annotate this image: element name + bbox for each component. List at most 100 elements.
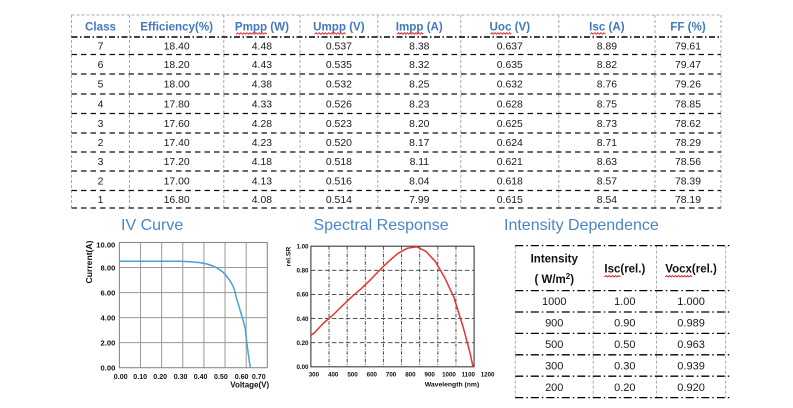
svg-text:( W/m2): ( W/m2) bbox=[534, 272, 574, 286]
svg-text:0.60: 0.60 bbox=[235, 373, 249, 381]
svg-text:4.18: 4.18 bbox=[252, 157, 272, 168]
svg-text:0.615: 0.615 bbox=[497, 195, 523, 206]
svg-text:0.632: 0.632 bbox=[497, 80, 523, 91]
svg-text:8.25: 8.25 bbox=[409, 80, 429, 91]
svg-text:17.40: 17.40 bbox=[164, 138, 190, 149]
svg-text:17.80: 17.80 bbox=[164, 99, 190, 110]
svg-text:3: 3 bbox=[98, 157, 104, 168]
svg-text:0.00: 0.00 bbox=[101, 364, 116, 373]
svg-text:Wavelength (nm): Wavelength (nm) bbox=[425, 381, 480, 388]
svg-text:0.989: 0.989 bbox=[677, 318, 705, 330]
svg-text:0.624: 0.624 bbox=[497, 138, 523, 149]
svg-text:4.33: 4.33 bbox=[252, 99, 272, 110]
svg-text:0.625: 0.625 bbox=[497, 119, 523, 130]
svg-text:4.08: 4.08 bbox=[252, 195, 272, 206]
svg-text:0.20: 0.20 bbox=[614, 382, 635, 394]
svg-text:2: 2 bbox=[98, 176, 104, 187]
svg-text:8.11: 8.11 bbox=[410, 157, 430, 168]
svg-text:500: 500 bbox=[545, 339, 563, 351]
svg-text:Spectral Response: Spectral Response bbox=[314, 217, 449, 234]
svg-text:4.28: 4.28 bbox=[252, 119, 272, 130]
svg-text:0.523: 0.523 bbox=[326, 119, 352, 130]
svg-text:rel.SR: rel.SR bbox=[286, 247, 293, 267]
svg-text:Intensity: Intensity bbox=[531, 254, 579, 266]
svg-text:8.82: 8.82 bbox=[597, 60, 617, 71]
svg-text:8.57: 8.57 bbox=[597, 176, 617, 187]
svg-text:4.48: 4.48 bbox=[252, 41, 272, 52]
svg-text:Class: Class bbox=[85, 21, 116, 34]
svg-text:8.04: 8.04 bbox=[409, 176, 429, 187]
svg-text:0.621: 0.621 bbox=[497, 157, 523, 168]
svg-text:1.00: 1.00 bbox=[296, 243, 309, 250]
svg-text:10.00: 10.00 bbox=[96, 240, 115, 249]
svg-text:Isc(rel.): Isc(rel.) bbox=[604, 264, 645, 276]
svg-text:1100: 1100 bbox=[462, 372, 476, 379]
svg-text:Pmpp (W): Pmpp (W) bbox=[235, 21, 289, 34]
svg-text:17.20: 17.20 bbox=[164, 157, 190, 168]
svg-text:500: 500 bbox=[347, 372, 358, 379]
svg-text:4.23: 4.23 bbox=[252, 138, 272, 149]
svg-text:1: 1 bbox=[98, 195, 104, 206]
svg-text:Intensity Dependence: Intensity Dependence bbox=[504, 217, 659, 234]
svg-text:7: 7 bbox=[98, 41, 104, 52]
svg-text:0.20: 0.20 bbox=[296, 340, 309, 347]
svg-text:0.618: 0.618 bbox=[497, 176, 523, 187]
svg-text:Current(A): Current(A) bbox=[84, 240, 94, 283]
svg-text:3: 3 bbox=[98, 119, 104, 130]
svg-text:700: 700 bbox=[386, 372, 397, 379]
svg-text:8.32: 8.32 bbox=[409, 60, 429, 71]
svg-text:8.71: 8.71 bbox=[597, 138, 617, 149]
svg-text:0.532: 0.532 bbox=[326, 80, 352, 91]
svg-text:Umpp (V): Umpp (V) bbox=[313, 21, 365, 34]
svg-text:4.43: 4.43 bbox=[252, 60, 272, 71]
svg-text:600: 600 bbox=[367, 372, 378, 379]
svg-text:16.80: 16.80 bbox=[164, 195, 190, 206]
svg-text:17.00: 17.00 bbox=[164, 176, 190, 187]
svg-text:8.75: 8.75 bbox=[597, 99, 617, 110]
svg-text:1.00: 1.00 bbox=[614, 296, 635, 308]
svg-text:6.00: 6.00 bbox=[101, 288, 116, 297]
svg-text:FF (%): FF (%) bbox=[670, 21, 706, 34]
svg-text:78.19: 78.19 bbox=[675, 195, 701, 206]
svg-text:Uoc (V): Uoc (V) bbox=[490, 21, 531, 34]
svg-text:79.26: 79.26 bbox=[675, 80, 701, 91]
svg-text:78.62: 78.62 bbox=[675, 119, 701, 130]
svg-text:6: 6 bbox=[98, 60, 104, 71]
svg-text:78.85: 78.85 bbox=[675, 99, 701, 110]
svg-text:Isc (A): Isc (A) bbox=[589, 21, 625, 34]
svg-text:78.29: 78.29 bbox=[675, 138, 701, 149]
svg-text:Voltage(V): Voltage(V) bbox=[230, 380, 269, 389]
svg-text:0.30: 0.30 bbox=[614, 360, 635, 372]
svg-text:0.939: 0.939 bbox=[677, 360, 705, 372]
svg-text:17.60: 17.60 bbox=[164, 119, 190, 130]
svg-text:7.99: 7.99 bbox=[409, 195, 429, 206]
svg-text:4.38: 4.38 bbox=[252, 80, 272, 91]
svg-text:Vocx(rel.): Vocx(rel.) bbox=[665, 264, 717, 276]
svg-text:0.90: 0.90 bbox=[614, 318, 635, 330]
svg-text:0.637: 0.637 bbox=[497, 41, 523, 52]
svg-text:Impp (A): Impp (A) bbox=[396, 21, 443, 34]
svg-text:900: 900 bbox=[545, 318, 563, 330]
svg-text:0.535: 0.535 bbox=[326, 60, 352, 71]
svg-text:8.89: 8.89 bbox=[597, 41, 617, 52]
svg-text:1.000: 1.000 bbox=[677, 296, 705, 308]
svg-text:5: 5 bbox=[98, 80, 104, 91]
svg-text:8.23: 8.23 bbox=[409, 99, 429, 110]
svg-text:4: 4 bbox=[98, 99, 104, 110]
svg-text:0.10: 0.10 bbox=[133, 373, 147, 381]
svg-text:300: 300 bbox=[545, 360, 563, 372]
svg-text:1200: 1200 bbox=[481, 372, 495, 379]
svg-text:IV Curve: IV Curve bbox=[121, 217, 183, 234]
svg-text:0.635: 0.635 bbox=[497, 60, 523, 71]
svg-text:0.518: 0.518 bbox=[326, 157, 352, 168]
svg-text:0.526: 0.526 bbox=[326, 99, 352, 110]
svg-text:79.61: 79.61 bbox=[675, 41, 701, 52]
svg-text:0.20: 0.20 bbox=[153, 373, 167, 381]
svg-text:Efficiency(%): Efficiency(%) bbox=[140, 21, 213, 34]
svg-text:0.80: 0.80 bbox=[296, 268, 309, 275]
svg-text:8.38: 8.38 bbox=[409, 41, 429, 52]
svg-text:79.47: 79.47 bbox=[675, 60, 701, 71]
svg-text:900: 900 bbox=[425, 372, 436, 379]
svg-text:8.63: 8.63 bbox=[597, 157, 617, 168]
svg-text:0.50: 0.50 bbox=[214, 373, 228, 381]
